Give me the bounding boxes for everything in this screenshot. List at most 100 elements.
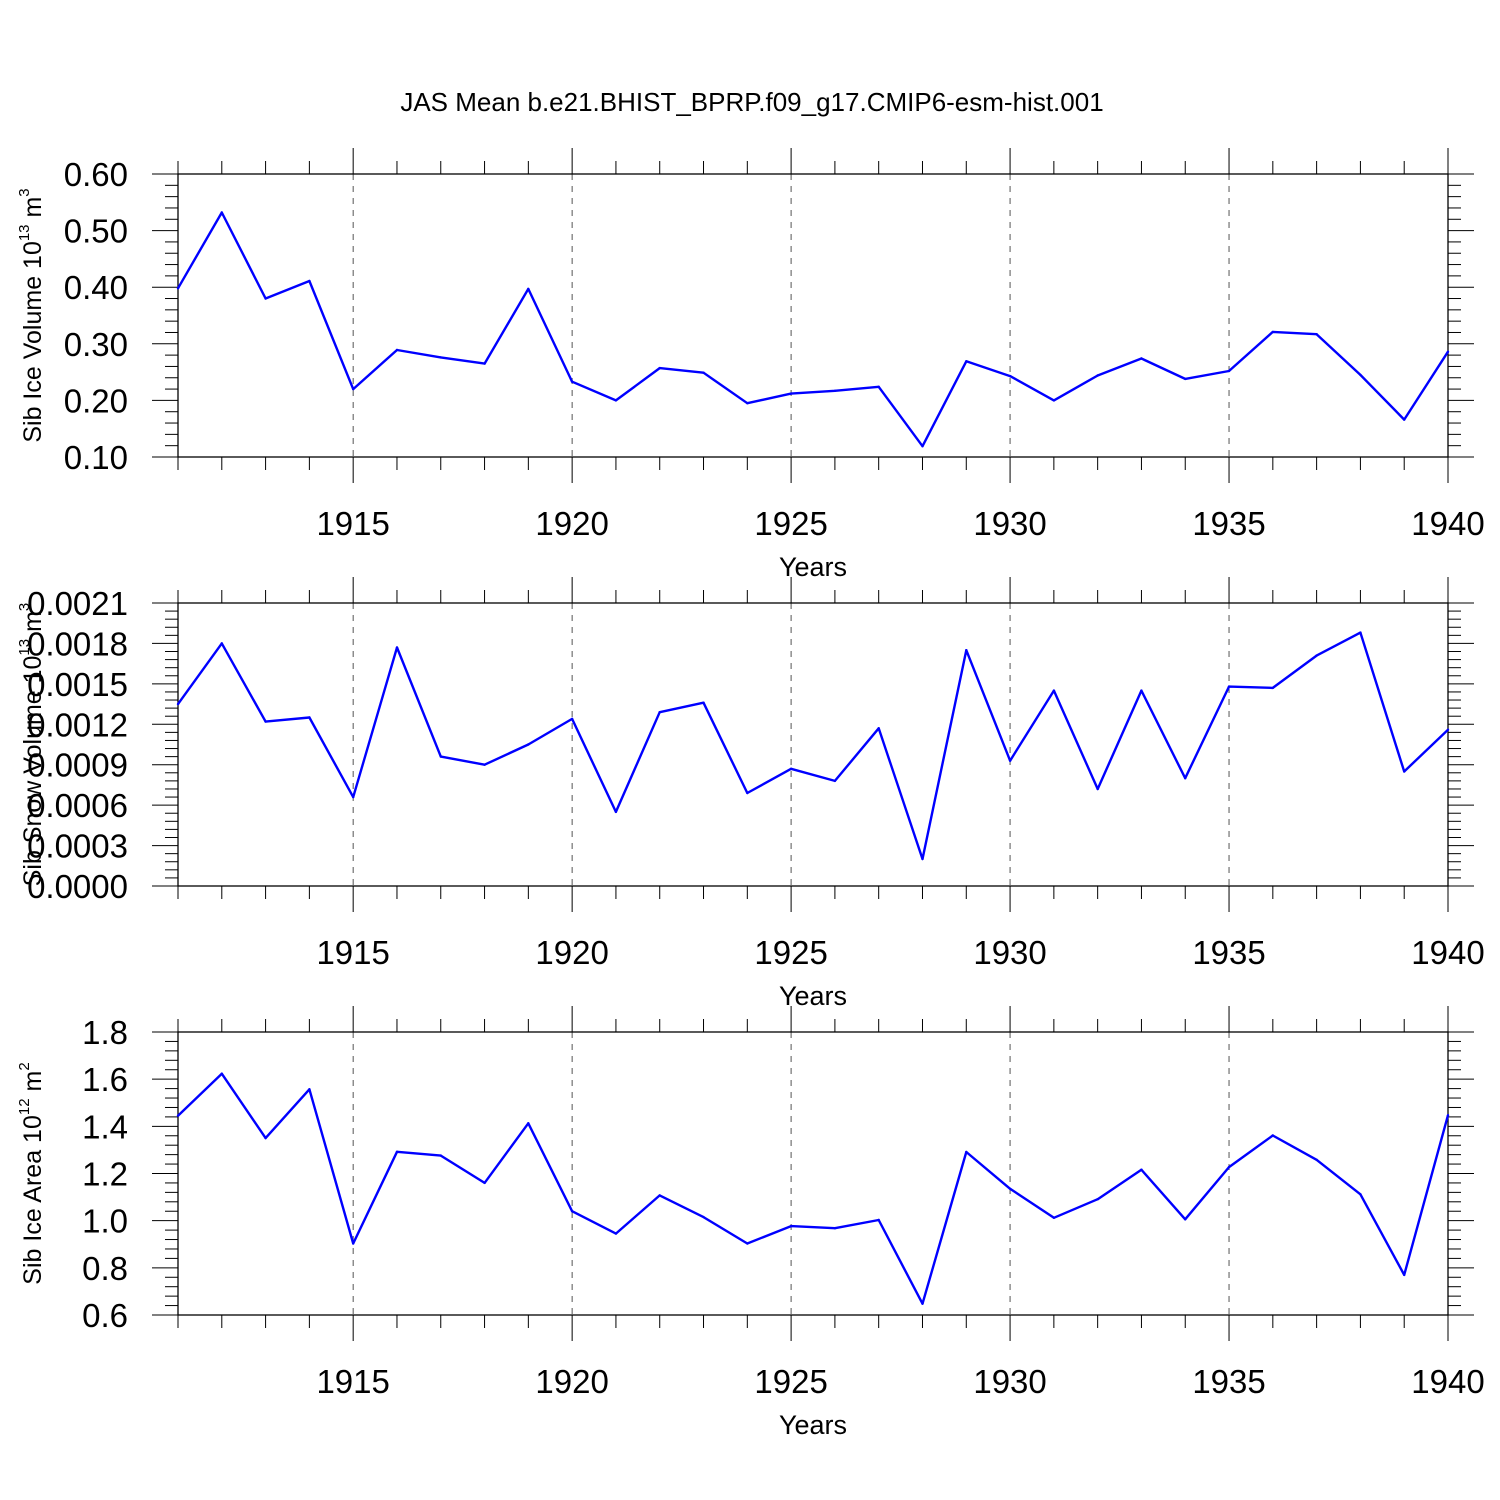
- data-point: [570, 717, 574, 721]
- y-tick-label: 0.0012: [27, 706, 128, 743]
- data-point: [614, 810, 618, 814]
- data-point: [1227, 685, 1231, 688]
- data-point: [921, 857, 924, 861]
- data-point: [746, 402, 749, 405]
- data-point: [1446, 1114, 1450, 1117]
- x-axis-label: Years: [779, 552, 847, 582]
- y-tick-label: 0.0015: [27, 666, 128, 703]
- y-tick-label: 0.8: [82, 1250, 128, 1287]
- data-point: [264, 720, 267, 723]
- x-tick-label: 1920: [535, 505, 608, 542]
- data-point: [1271, 1134, 1275, 1137]
- data-point: [264, 1136, 267, 1140]
- data-point: [570, 380, 574, 383]
- data-point: [833, 1227, 837, 1230]
- y-tick-label: 1.0: [82, 1203, 128, 1240]
- x-tick-label: 1935: [1192, 505, 1265, 542]
- data-point: [1403, 418, 1406, 421]
- data-point: [1140, 689, 1143, 692]
- data-point: [352, 387, 355, 391]
- data-point: [614, 399, 618, 402]
- x-tick-label: 1940: [1411, 934, 1484, 971]
- data-point: [1359, 1193, 1362, 1196]
- data-point: [1184, 777, 1187, 780]
- x-tick-label: 1940: [1411, 505, 1484, 542]
- data-point: [1271, 330, 1275, 334]
- y-tick-label: 0.0000: [27, 868, 128, 905]
- data-point: [527, 287, 530, 291]
- data-point: [789, 1224, 793, 1228]
- data-point: [439, 356, 442, 359]
- data-point: [483, 362, 486, 365]
- data-point: [658, 366, 661, 370]
- data-point: [264, 297, 267, 300]
- data-point: [789, 392, 793, 395]
- data-point: [570, 1210, 574, 1213]
- y-tick-label: 0.6: [82, 1297, 128, 1334]
- data-point: [439, 1154, 442, 1157]
- data-point: [833, 779, 837, 783]
- x-tick-label: 1925: [754, 1363, 827, 1400]
- y-tick-label: 1.8: [82, 1014, 128, 1051]
- data-point: [395, 348, 399, 352]
- data-point: [1184, 1218, 1187, 1221]
- data-point: [439, 755, 442, 758]
- data-point: [965, 649, 968, 652]
- data-point: [483, 763, 486, 766]
- data-point: [1008, 374, 1012, 378]
- data-point: [1227, 1165, 1231, 1169]
- data-point: [658, 711, 661, 714]
- data-point: [1315, 1158, 1318, 1162]
- x-tick-label: 1940: [1411, 1363, 1484, 1400]
- data-point: [1184, 377, 1187, 381]
- data-point: [308, 279, 311, 283]
- data-point: [746, 1242, 749, 1245]
- data-point: [352, 1242, 355, 1245]
- x-tick-label: 1920: [535, 1363, 608, 1400]
- data-point: [176, 287, 180, 290]
- data-point: [1052, 689, 1056, 692]
- data-point: [1315, 333, 1318, 336]
- data-point: [220, 642, 223, 645]
- data-point: [1096, 1198, 1099, 1201]
- data-point: [483, 1181, 486, 1185]
- x-tick-label: 1930: [973, 1363, 1046, 1400]
- data-point: [789, 767, 793, 770]
- y-tick-label: 0.20: [64, 382, 128, 419]
- data-point: [1096, 374, 1099, 377]
- data-point: [1008, 759, 1012, 762]
- y-axis-label: Sib Ice Volume 1013 m3: [16, 188, 47, 442]
- x-axis-label: Years: [779, 1410, 847, 1440]
- y-tick-label: 0.30: [64, 326, 128, 363]
- y-axis-label: Sib Ice Area 1012 m2: [16, 1062, 47, 1284]
- x-tick-label: 1925: [754, 934, 827, 971]
- data-point: [1446, 350, 1450, 353]
- data-point: [965, 1150, 968, 1154]
- y-tick-label: 0.40: [64, 269, 128, 306]
- x-tick-label: 1925: [754, 505, 827, 542]
- data-point: [702, 371, 705, 374]
- x-tick-label: 1935: [1192, 934, 1265, 971]
- data-point: [527, 1122, 530, 1125]
- y-axis-label: Sib Snow Volume 1013 m3: [16, 603, 47, 887]
- x-tick-label: 1920: [535, 934, 608, 971]
- data-point: [746, 791, 749, 795]
- y-tick-label: 0.0018: [27, 625, 128, 662]
- data-point: [308, 716, 311, 719]
- data-point: [702, 1215, 705, 1219]
- data-point: [1052, 399, 1056, 402]
- data-point: [1271, 686, 1275, 690]
- data-point: [1096, 787, 1099, 791]
- plot-frame: [177, 173, 1449, 458]
- data-point: [877, 385, 880, 388]
- y-tick-label: 0.0006: [27, 787, 128, 824]
- data-point: [1359, 631, 1362, 634]
- y-tick-label: 1.2: [82, 1156, 128, 1193]
- data-point: [833, 389, 837, 392]
- y-tick-label: 0.0003: [27, 828, 128, 865]
- x-tick-label: 1915: [316, 934, 389, 971]
- y-tick-label: 0.0009: [27, 747, 128, 784]
- plot-frame: [177, 602, 1449, 887]
